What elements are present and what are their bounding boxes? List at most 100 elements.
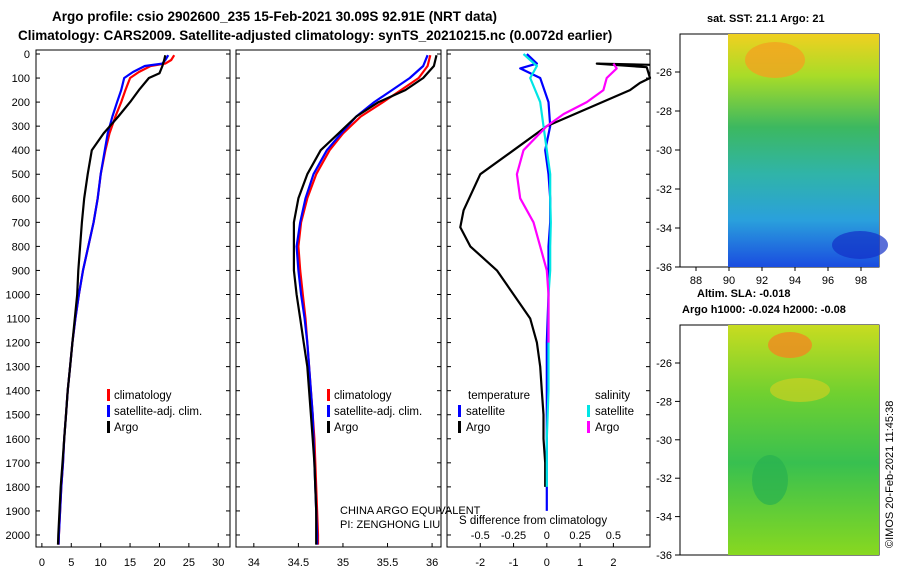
x-tick-label: 34.5 [288,557,309,569]
x-tick-label: 10 [95,557,107,569]
legend-swatch-satellite [327,405,330,417]
map-y-tick-label: -34 [656,512,672,524]
legend-label-sal-argo: Argo [595,422,619,434]
depth-tick-label: 600 [12,193,30,205]
sla-map-image [728,325,879,555]
x-tick-label: 0 [39,557,45,569]
legend-label-argo: Argo [334,422,358,434]
sla-high-patch [768,332,812,358]
series-line-satellite-adj-clim- [57,54,170,545]
difference-panel-frame [446,49,651,548]
legend-label-climatology: climatology [114,390,172,402]
x-tick-label-salinity: 0.25 [569,530,590,542]
series-line-temperature-argo [459,62,652,487]
legend-swatch-argo [327,421,330,433]
series-line-salinity-satellite [522,53,552,487]
x-tick-label: 20 [153,557,165,569]
sst-map-title: sat. SST: 21.1 Argo: 21 [707,13,825,25]
sst-warm-patch [745,42,805,78]
legend-swatch-sal-argo [587,421,590,433]
depth-tick-label: 1600 [6,434,30,446]
depth-tick-label: 1500 [6,410,30,422]
sst-map-image [728,34,879,267]
depth-tick-label: 1400 [6,386,30,398]
legend-swatch-climatology [107,389,110,401]
difference-panel: -2 -1 0 1 2 -0.5 -0.25 0 0.25 0.5 [459,53,652,569]
series-line-argo [292,54,438,545]
map-y-tick-label: -34 [656,223,672,235]
depth-tick-label: 0 [24,49,30,61]
legend-label-argo: Argo [114,422,138,434]
salinity-panel: 34 34.5 35 35.5 36 [248,54,438,569]
depth-tick-label: 1100 [6,314,30,326]
float-owner-line-2: PI: ZENGHONG LIU [340,519,440,531]
map-y-tick-label: -28 [656,106,672,118]
map-y-tick-label: -26 [656,358,672,370]
x-tick-label-temperature: 2 [610,557,616,569]
series-line-salinity-argo [515,62,618,343]
map-y-tick-label: -30 [656,435,672,447]
sla-map-title-1: Altim. SLA: -0.018 [697,288,791,300]
map-y-tick-label: -28 [656,396,672,408]
x-tick-label: 5 [68,557,74,569]
map-x-tick-label: 94 [789,275,801,287]
salinity-panel-frame [235,49,442,548]
legend-heading-salinity: salinity [595,390,630,402]
x-tick-label: 34 [248,557,260,569]
x-tick-label-temperature: -2 [475,557,485,569]
x-tick-label-temperature: -1 [509,557,519,569]
salinity-legend: climatology satellite-adj. clim. Argo [327,389,422,434]
x-tick-label: 30 [212,557,224,569]
x-tick-label: 15 [124,557,136,569]
x-tick-label-temperature: 0 [544,557,550,569]
legend-swatch-climatology [327,389,330,401]
legend-swatch-sal-satellite [587,405,590,417]
legend-label-temp-argo: Argo [466,422,490,434]
depth-tick-label: 1200 [6,338,30,350]
x-tick-label-salinity: 0 [544,530,550,542]
depth-tick-label: 700 [12,217,30,229]
temperature-panel: 0 5 10 15 20 25 30 [39,54,224,569]
map-y-tick-label: -26 [656,67,672,79]
float-owner-line-1: CHINA ARGO EQUIVALENT [340,505,481,517]
depth-tick-label: 1300 [6,362,30,374]
sst-cold-patch [832,231,888,259]
map-y-tick-label: -32 [656,473,672,485]
series-line-climatology [297,54,432,545]
depth-tick-label: 1700 [6,458,30,470]
temperature-panel-frame [35,49,231,548]
sla-map-axes: -26 -28 -30 -32 -34 -36 [656,358,680,562]
map-x-tick-label: 98 [855,275,867,287]
depth-tick-label: 1900 [6,506,30,518]
depth-tick-label: 1000 [6,289,30,301]
imos-timestamp: ©IMOS 20-Feb-2021 11:45:38 [884,401,896,548]
x-tick-label-temperature: 1 [577,557,583,569]
map-x-tick-label: 90 [723,275,735,287]
legend-label-satellite: satellite-adj. clim. [334,406,422,418]
depth-tick-label: 400 [12,145,30,157]
legend-label-sal-satellite: satellite [595,406,634,418]
sla-low-patch [752,455,788,505]
x-tick-label: 36 [426,557,438,569]
legend-label-climatology: climatology [334,390,392,402]
x-tick-label-salinity: -0.25 [501,530,526,542]
legend-label-satellite: satellite-adj. clim. [114,406,202,418]
depth-tick-label: 300 [12,121,30,133]
depth-tick-label: 2000 [6,530,30,542]
difference-legend: temperature satellite Argo salinity sate… [458,390,634,434]
header-line-1: Argo profile: csio 2902600_235 15-Feb-20… [52,9,497,24]
map-y-tick-label: -32 [656,184,672,196]
sla-mid-patch [770,378,830,402]
x-tick-label: 25 [183,557,195,569]
x-tick-label: 35.5 [377,557,398,569]
depth-tick-label: 900 [12,265,30,277]
x-tick-label-salinity: 0.5 [606,530,621,542]
depth-tick-label: 1800 [6,482,30,494]
depth-tick-label: 500 [12,169,30,181]
legend-heading-temperature: temperature [468,390,530,402]
depth-tick-label: 800 [12,241,30,253]
header-line-2: Climatology: CARS2009. Satellite-adjuste… [18,28,612,43]
map-x-tick-label: 96 [822,275,834,287]
map-x-tick-label: 88 [690,275,702,287]
